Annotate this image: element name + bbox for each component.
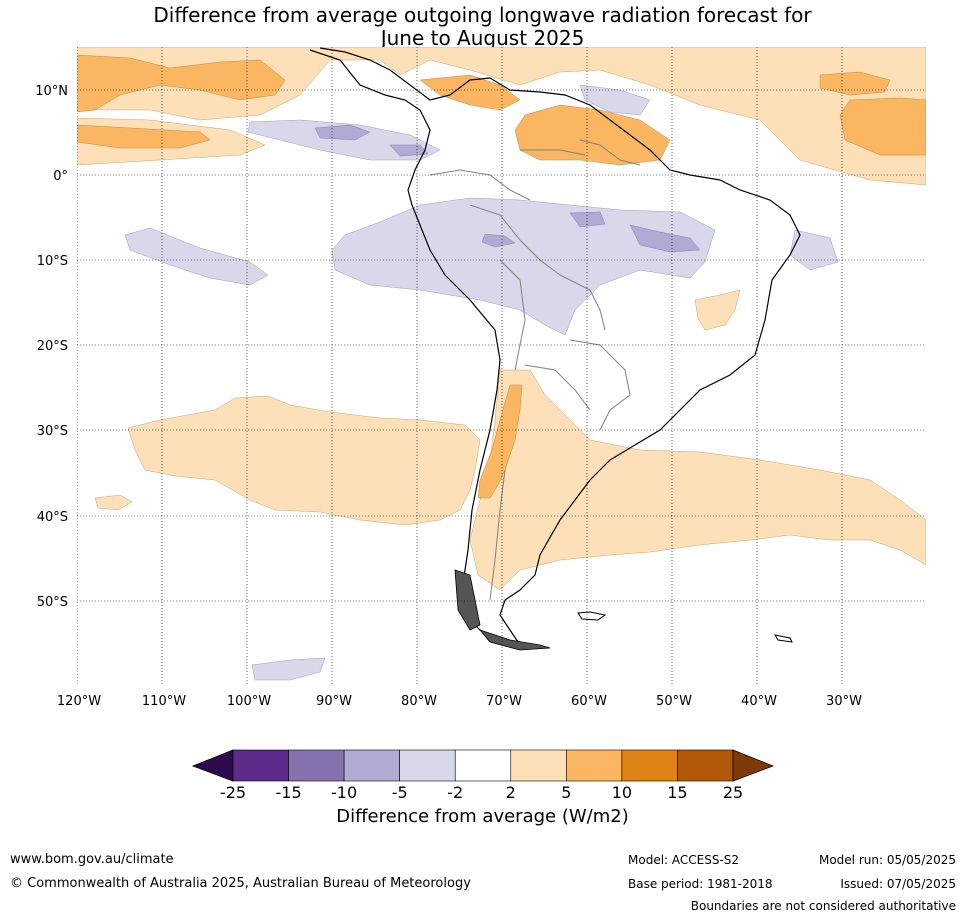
tierra-del-fuego (454, 569, 551, 651)
colorbar-tick-label: 2 (506, 783, 516, 802)
anomaly-light-orange-north (77, 47, 926, 186)
footer-model: Model: ACCESS-S2 (628, 853, 740, 867)
anomaly-purple-spot-3 (481, 233, 516, 248)
longitude-labels: 120°W 110°W 100°W 90°W 80°W 70°W 60°W 50… (57, 694, 862, 709)
colorbar-cell (677, 749, 734, 782)
colorbar-tick-label: 5 (561, 783, 571, 802)
colorbar: -25 -15 -10 -5 -2 2 5 10 15 25 (191, 749, 775, 802)
anomaly-purple-spot-4 (569, 211, 606, 228)
lat-label-10n: 10°N (35, 84, 68, 99)
anomaly-purple-spot-2 (389, 144, 429, 157)
colorbar-tick-label: 15 (667, 783, 687, 802)
anomaly-light-purple-south (251, 657, 326, 681)
anomaly-light-purple-east-coast (789, 229, 839, 271)
gridlines (77, 47, 926, 685)
colorbar-tick-label: 25 (723, 783, 743, 802)
colorbar-title: Difference from average (W/m2) (336, 806, 629, 827)
footer-base-period: Base period: 1981-2018 (628, 877, 773, 891)
anomaly-light-orange-south-atlantic (469, 369, 926, 591)
map-title: Difference from average outgoing longwav… (0, 4, 965, 50)
colorbar-tick-label: -2 (447, 783, 463, 802)
lat-label-50s: 50°S (37, 595, 68, 610)
colorbar-cell (399, 749, 456, 782)
lon-label-120w: 120°W (57, 694, 101, 709)
anomaly-purple-spot-5 (629, 224, 701, 253)
lat-label-30s: 30°S (37, 424, 68, 439)
lat-label-0: 0° (53, 169, 68, 184)
continent-outline (309, 47, 801, 646)
colorbar-tick-label: -10 (331, 783, 357, 802)
colorbar-cell (566, 749, 623, 782)
anomaly-light-purple-amazon (331, 197, 716, 336)
colorbar-cell (343, 749, 400, 782)
footer-disclaimer: Boundaries are not considered authoritat… (690, 899, 956, 913)
footer-website[interactable]: www.bom.gov.au/climate (10, 852, 174, 867)
anomaly-light-orange-brazil-coast (694, 289, 741, 331)
south-georgia (773, 634, 793, 643)
anomaly-orange-ne-atlantic (819, 71, 891, 96)
footer-copyright: © Commonwealth of Australia 2025, Austra… (10, 876, 471, 891)
footer-model-run: Model run: 05/05/2025 (818, 853, 956, 867)
colorbar-cell (232, 749, 289, 782)
anomaly-orange-north-band (77, 124, 211, 149)
anomaly-light-orange-small-pacific (94, 494, 133, 511)
colorbar-left-arrow (191, 749, 234, 782)
map-area (77, 47, 926, 685)
lon-label-60w: 60°W (571, 694, 607, 709)
lon-label-110w: 110°W (142, 694, 186, 709)
lon-label-80w: 80°W (401, 694, 437, 709)
lon-label-90w: 90°W (316, 694, 352, 709)
lat-label-20s: 20°S (37, 339, 68, 354)
colorbar-cell (621, 749, 678, 782)
anomaly-orange-east-atlantic (839, 97, 926, 156)
lon-label-40w: 40°W (741, 694, 777, 709)
latitude-labels: 10°N 0° 10°S 20°S 30°S 40°S 50°S (35, 84, 68, 610)
anomaly-light-orange-south-pacific (127, 395, 481, 526)
country-boundaries (429, 139, 641, 601)
lon-label-30w: 30°W (826, 694, 862, 709)
colorbar-tick-label: -5 (392, 783, 408, 802)
lon-label-70w: 70°W (486, 694, 522, 709)
lat-label-10s: 10°S (37, 254, 68, 269)
colorbar-right-arrow (732, 749, 775, 782)
colorbar-tick-label: -15 (275, 783, 301, 802)
anomaly-purple-spot-1 (314, 124, 371, 141)
lon-label-100w: 100°W (227, 694, 271, 709)
lat-label-40s: 40°S (37, 510, 68, 525)
anomaly-orange-andes (477, 384, 523, 499)
colorbar-tick-label: 10 (612, 783, 632, 802)
anomaly-light-purple-pacific-west (124, 227, 269, 286)
colorbar-cell (288, 749, 345, 782)
footer-issued: Issued: 07/05/2025 (840, 877, 956, 891)
colorbar-tick-label: -25 (220, 783, 246, 802)
colorbar-cell (454, 749, 512, 782)
falkland-islands (577, 611, 607, 621)
title-line-1: Difference from average outgoing longwav… (153, 3, 812, 27)
colorbar-cell (510, 749, 567, 782)
anomaly-orange-north-west (77, 54, 286, 113)
lon-label-50w: 50°W (656, 694, 692, 709)
title-line-2: June to August 2025 (380, 26, 585, 50)
